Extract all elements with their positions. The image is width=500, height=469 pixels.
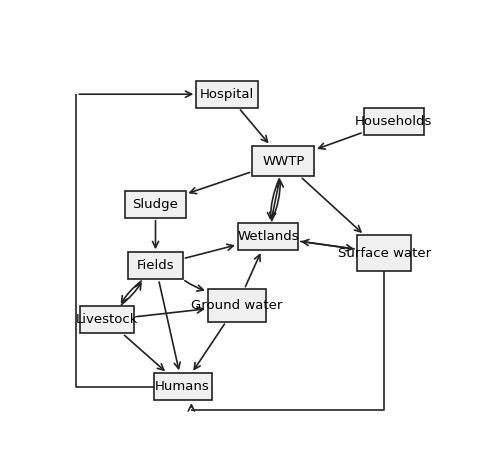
Text: Hospital: Hospital (200, 88, 254, 101)
Text: Livestock: Livestock (76, 313, 138, 326)
FancyBboxPatch shape (196, 81, 258, 108)
Text: Humans: Humans (155, 380, 210, 393)
Text: Sludge: Sludge (132, 198, 178, 211)
Text: WWTP: WWTP (262, 154, 304, 167)
FancyBboxPatch shape (252, 146, 314, 176)
FancyBboxPatch shape (208, 289, 266, 322)
FancyBboxPatch shape (128, 252, 182, 279)
FancyBboxPatch shape (126, 191, 186, 218)
FancyBboxPatch shape (357, 235, 411, 271)
Text: Surface water: Surface water (338, 247, 430, 260)
FancyBboxPatch shape (154, 373, 212, 400)
Text: Wetlands: Wetlands (237, 230, 298, 243)
FancyBboxPatch shape (80, 306, 134, 333)
Text: Ground water: Ground water (191, 299, 282, 312)
FancyBboxPatch shape (238, 223, 298, 250)
FancyBboxPatch shape (364, 108, 424, 135)
Text: Fields: Fields (136, 259, 174, 272)
Text: Households: Households (355, 115, 432, 128)
